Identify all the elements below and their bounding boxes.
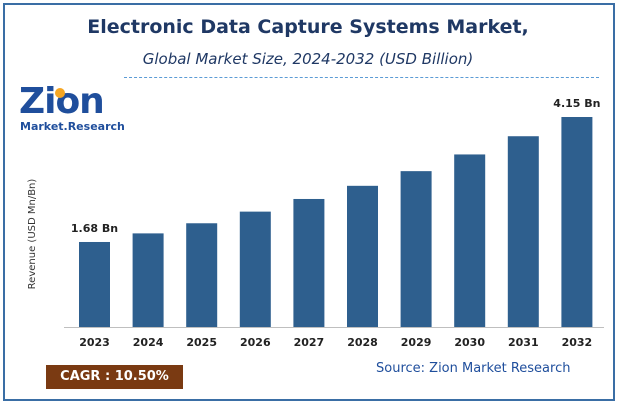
- source-text: Source: Zion Market Research: [376, 361, 571, 376]
- x-tick-label-2025: 2025: [186, 336, 217, 349]
- x-tick-label-2032: 2032: [562, 336, 593, 349]
- data-label-2023: 1.68 Bn: [71, 222, 118, 235]
- cagr-badge: CAGR : 10.50%: [46, 365, 183, 389]
- bars-layer: 2023 2024 2025 2026 2027 2028 2029 2030 2031 2032…: [64, 97, 604, 349]
- chart-subtitle: Global Market Size, 2024-2032 (USD Billi…: [142, 50, 474, 68]
- bar-2028: [347, 185, 378, 327]
- title-divider: [124, 77, 599, 78]
- bar-2023: [79, 241, 110, 327]
- x-tick-label-2030: 2030: [454, 336, 485, 349]
- data-label-2032: 4.15 Bn: [553, 97, 600, 110]
- x-tick-label-2027: 2027: [294, 336, 325, 349]
- x-tick-label-2029: 2029: [401, 336, 432, 349]
- logo-dot-icon: [55, 88, 65, 98]
- x-tick-label-2023: 2023: [79, 336, 110, 349]
- zion-logo: Zion Market.Research: [19, 84, 125, 136]
- x-tick-label-2026: 2026: [240, 336, 271, 349]
- logo-sub-text: Market.Research: [20, 120, 125, 133]
- bar-2027: [293, 198, 325, 327]
- bar-2032: [561, 117, 593, 327]
- chart-title: Electronic Data Capture Systems Market,: [87, 16, 529, 38]
- bar-2026: [239, 211, 271, 327]
- bar-2030: [454, 154, 486, 327]
- bar-2029: [400, 171, 432, 327]
- x-tick-label-2028: 2028: [347, 336, 378, 349]
- x-tick-label-2031: 2031: [508, 336, 539, 349]
- x-tick-label-2024: 2024: [133, 336, 164, 349]
- bar-2024: [132, 233, 164, 327]
- bar-2031: [507, 136, 539, 327]
- bar-2025: [186, 223, 218, 327]
